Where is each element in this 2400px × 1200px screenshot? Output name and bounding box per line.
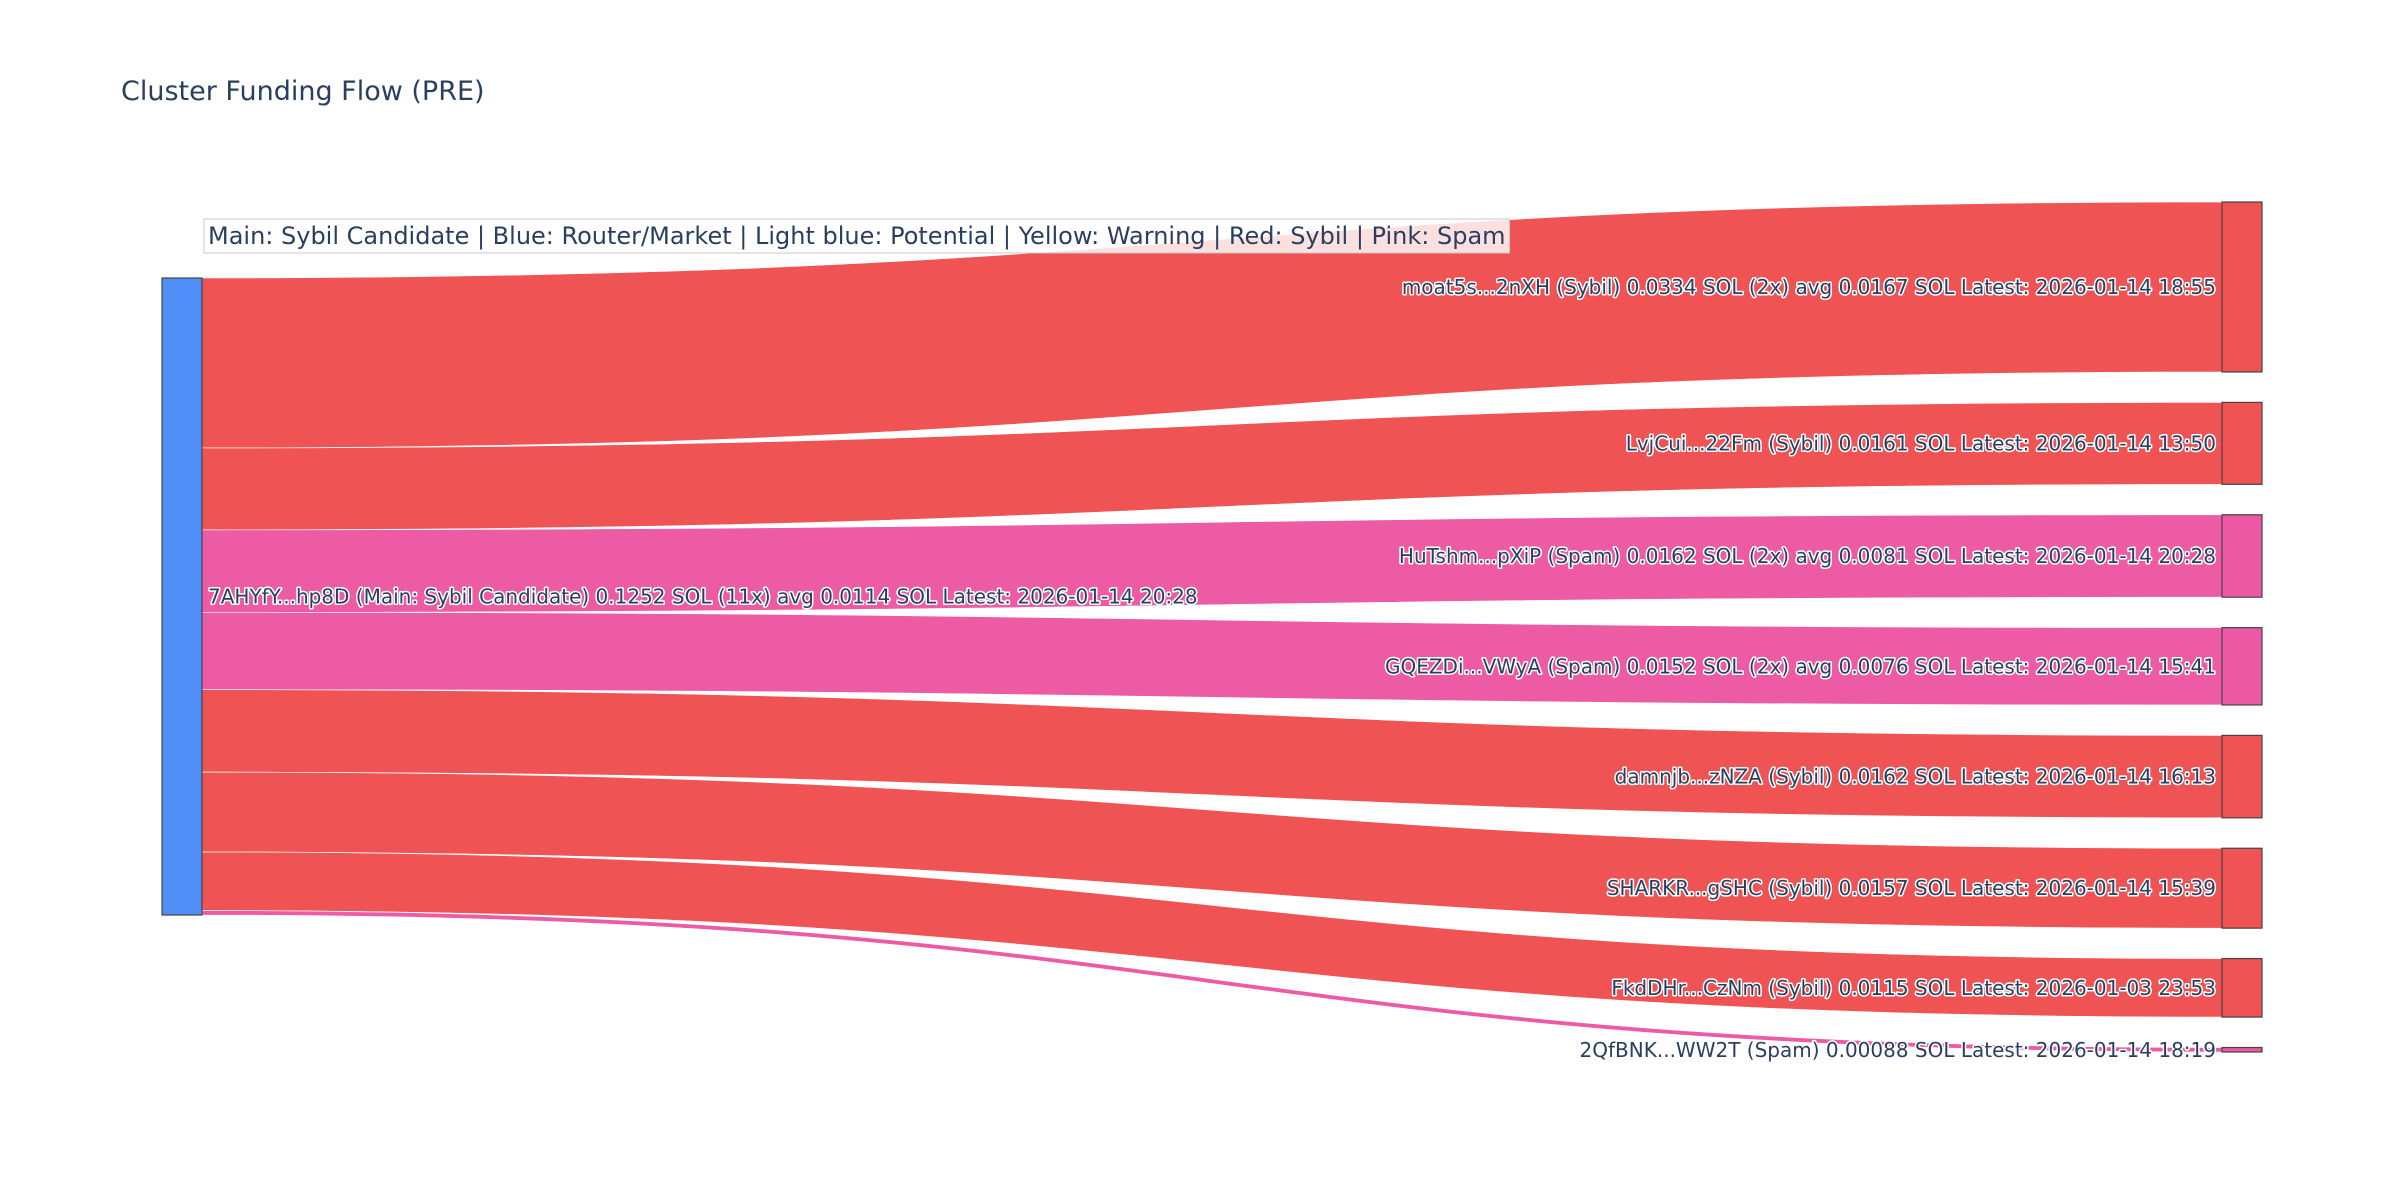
target-node-label: damnjb...zNZA (Sybil) 0.0162 SOL Latest:… xyxy=(1615,765,2216,789)
target-node xyxy=(2221,1046,2263,1053)
target-node xyxy=(2221,627,2263,706)
target-node xyxy=(2221,401,2263,485)
legend-annotation: Main: Sybil Candidate | Blue: Router/Mar… xyxy=(203,218,1511,254)
target-node-label: GQEZDi...VWyA (Spam) 0.0152 SOL (2x) avg… xyxy=(1385,654,2216,678)
source-node-label: 7AHYfY...hp8D (Main: Sybil Candidate) 0.… xyxy=(208,585,1198,609)
target-node-label: FkdDHr...CzNm (Sybil) 0.0115 SOL Latest:… xyxy=(1611,976,2216,1000)
target-node-label: moat5s...2nXH (Sybil) 0.0334 SOL (2x) av… xyxy=(1402,275,2216,299)
sankey-labels: moat5s...2nXH (Sybil) 0.0334 SOL (2x) av… xyxy=(207,273,2218,1063)
legend-text: Main: Sybil Candidate | Blue: Router/Mar… xyxy=(208,222,1506,250)
target-node-label: 2QfBNK...WW2T (Spam) 0.00088 SOL Latest:… xyxy=(1580,1038,2216,1062)
target-node xyxy=(2221,734,2263,819)
target-node xyxy=(2221,847,2263,929)
chart-title: Cluster Funding Flow (PRE) xyxy=(121,76,485,107)
target-node xyxy=(2221,201,2263,373)
source-node xyxy=(161,277,203,916)
sankey-nodes xyxy=(161,201,2263,1053)
sankey-links xyxy=(201,201,2223,1053)
target-node-label: LvjCui...22Fm (Sybil) 0.0161 SOL Latest:… xyxy=(1626,431,2216,455)
target-node xyxy=(2221,957,2263,1018)
target-node-label: HuTshm...pXiP (Spam) 0.0162 SOL (2x) avg… xyxy=(1399,544,2216,568)
target-node xyxy=(2221,514,2263,598)
legend-box xyxy=(203,218,1511,254)
target-node-label: SHARKR...gSHC (Sybil) 0.0157 SOL Latest:… xyxy=(1607,876,2216,900)
